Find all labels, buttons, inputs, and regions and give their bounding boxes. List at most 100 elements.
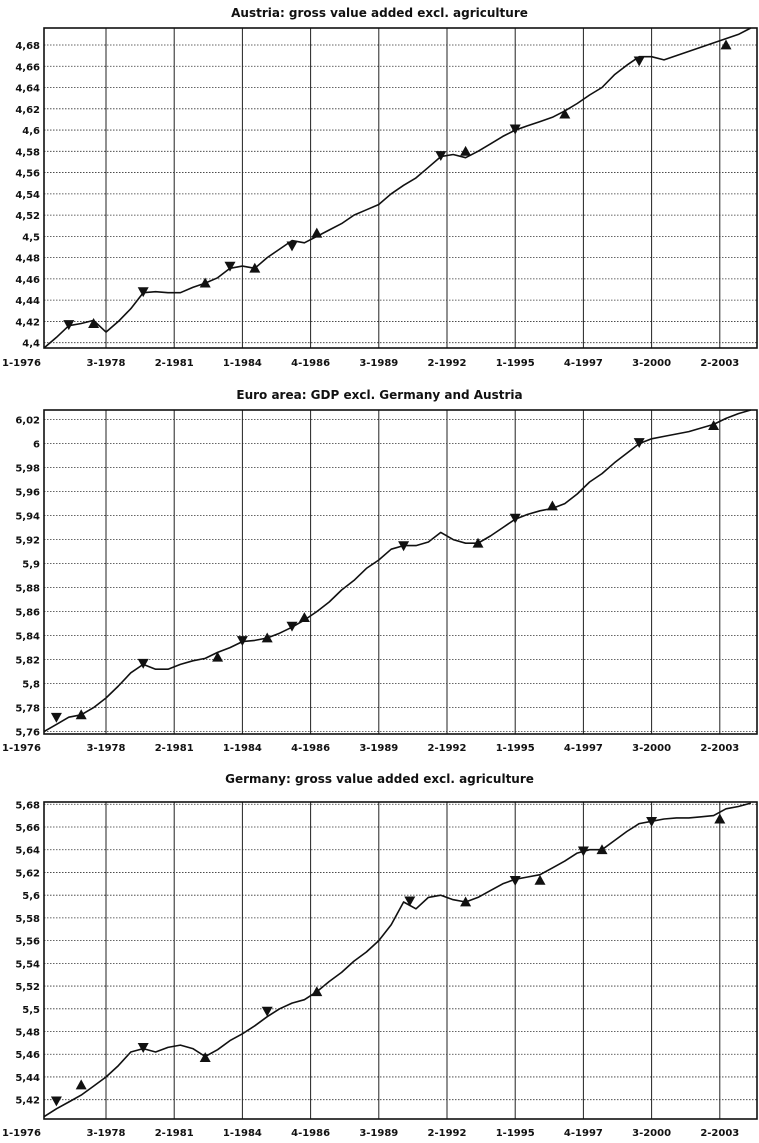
peak-marker (398, 541, 410, 552)
x-tick-label: 4-1997 (564, 743, 603, 754)
y-tick-label: 4,6 (22, 126, 40, 137)
peak-marker (286, 241, 298, 252)
peak-marker (137, 1043, 149, 1053)
x-tick-label: 2-2003 (700, 1128, 739, 1139)
y-tick-label: 5,76 (15, 728, 40, 739)
trough-marker (88, 318, 100, 328)
peak-marker (404, 896, 416, 907)
y-tick-label: 5,62 (15, 868, 40, 879)
y-tick-label: 5,6 (22, 891, 40, 902)
y-tick-label: 4,48 (15, 254, 40, 265)
y-tick-label: 4,62 (15, 105, 40, 116)
y-tick-label: 5,88 (15, 584, 40, 595)
x-tick-label: 3-1989 (359, 1128, 398, 1139)
y-tick-label: 4,56 (15, 169, 40, 180)
x-tick-label: 2-1992 (428, 743, 467, 754)
series-line (43, 27, 752, 349)
x-tick-label: 4-1986 (291, 743, 330, 754)
trough-marker (546, 500, 558, 511)
trough-marker (75, 1079, 87, 1090)
peak-marker (633, 56, 645, 67)
x-tick-label: 2-1981 (155, 743, 194, 754)
trough-marker (596, 844, 608, 855)
y-tick-label: 6 (33, 440, 40, 451)
peak-marker (509, 124, 521, 135)
x-tick-label: 3-2000 (632, 1128, 671, 1139)
y-tick-label: 5,64 (15, 846, 40, 857)
y-tick-label: 5,48 (15, 1028, 40, 1039)
trough-marker (720, 39, 732, 50)
chart-plot: 4,4 4,42 4,44 4,46 4,48 4,5 4,52 4,54 4,56 4,58 4,… (2, 27, 758, 369)
x-tick-label: 2-2003 (700, 743, 739, 754)
peak-marker (509, 513, 521, 524)
x-tick-label: 1-1976 (2, 358, 41, 369)
trough-marker (199, 1052, 211, 1063)
y-tick-label: 5,68 (15, 800, 40, 811)
x-tick-label: 1-1984 (223, 1128, 262, 1139)
y-tick-label: 5,82 (15, 656, 40, 667)
x-tick-label: 2-1992 (428, 1128, 467, 1139)
x-tick-label: 4-1986 (291, 1128, 330, 1139)
x-tick-label: 1-1984 (223, 743, 262, 754)
y-tick-label: 5,56 (15, 937, 40, 948)
chart-title: Germany: gross value added excl. agricul… (225, 772, 534, 786)
y-tick-label: 5,98 (15, 464, 40, 475)
peak-marker (261, 1006, 273, 1017)
chart-title: Euro area: GDP excl. Germany and Austria (236, 388, 523, 402)
y-tick-label: 5,66 (15, 823, 40, 834)
y-tick-label: 4,42 (15, 317, 40, 328)
y-tick-label: 5,9 (22, 560, 40, 571)
y-tick-label: 5,92 (15, 536, 40, 547)
peak-marker (509, 876, 521, 886)
y-tick-label: 5,54 (15, 959, 40, 970)
chart-plot: 5,76 5,78 5,8 5,82 5,84 5,86 5,88 5,9 5,92 5,94 5,… (2, 409, 758, 754)
x-tick-label: 3-1978 (87, 358, 126, 369)
x-tick-label: 3-1989 (359, 743, 398, 754)
y-tick-label: 5,8 (22, 680, 40, 691)
y-tick-label: 5,52 (15, 982, 40, 993)
x-tick-label: 4-1997 (564, 358, 603, 369)
y-tick-label: 5,78 (15, 704, 40, 715)
plot-frame (43, 27, 758, 349)
peak-marker (50, 712, 62, 723)
trough-marker (298, 612, 310, 622)
x-tick-label: 1-1976 (2, 743, 41, 754)
x-tick-label: 3-1978 (87, 743, 126, 754)
peak-marker (633, 438, 645, 448)
y-tick-label: 5,86 (15, 608, 40, 619)
chart-panel-austria: Austria: gross value added excl. agricul… (0, 0, 759, 378)
x-tick-label: 1-1976 (2, 1128, 41, 1139)
y-tick-label: 4,44 (15, 296, 40, 307)
peak-marker (646, 816, 658, 827)
y-tick-label: 4,64 (15, 84, 40, 95)
x-tick-label: 2-1981 (155, 1128, 194, 1139)
chart-title: Austria: gross value added excl. agricul… (231, 6, 528, 20)
chart-panel-germany: Germany: gross value added excl. agricul… (0, 764, 759, 1143)
trough-marker (708, 420, 720, 430)
y-tick-label: 5,58 (15, 914, 40, 925)
y-tick-label: 5,96 (15, 488, 40, 499)
y-tick-label: 5,84 (15, 632, 40, 643)
x-tick-label: 1-1995 (496, 1128, 535, 1139)
trough-marker (199, 277, 211, 288)
peak-marker (236, 636, 248, 646)
y-tick-label: 6,02 (15, 416, 40, 427)
y-tick-label: 4,4 (22, 339, 40, 350)
peak-marker (286, 621, 298, 632)
x-tick-label: 2-1981 (155, 358, 194, 369)
trough-marker (472, 537, 484, 548)
y-tick-label: 5,44 (15, 1073, 40, 1084)
peak-marker (63, 320, 75, 331)
series-line (43, 409, 752, 733)
x-tick-label: 1-1995 (496, 358, 535, 369)
trough-marker (75, 709, 87, 720)
trough-marker (460, 145, 472, 156)
x-tick-label: 4-1986 (291, 358, 330, 369)
y-tick-label: 5,42 (15, 1096, 40, 1107)
x-tick-label: 2-2003 (700, 358, 739, 369)
y-tick-label: 4,46 (15, 275, 40, 286)
x-tick-label: 4-1997 (564, 1128, 603, 1139)
x-tick-label: 3-2000 (632, 358, 671, 369)
y-tick-label: 5,46 (15, 1050, 40, 1061)
x-tick-label: 2-1992 (428, 358, 467, 369)
